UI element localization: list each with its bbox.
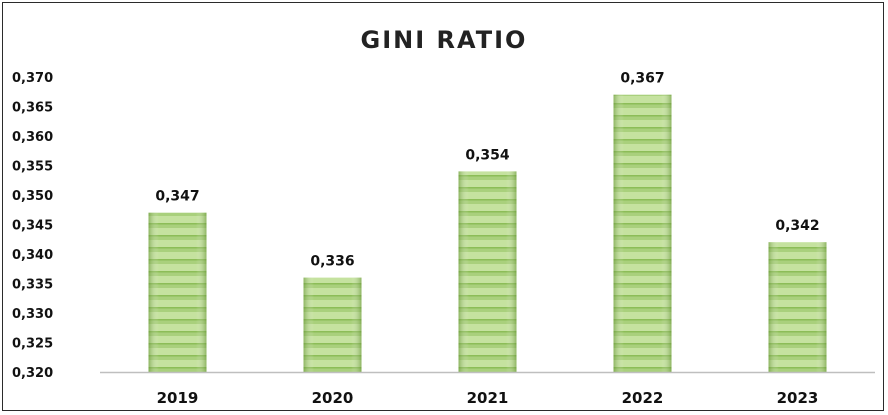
x-tick-label: 2019	[157, 389, 199, 407]
data-label: 0,336	[310, 254, 354, 270]
y-tick-label: 0,355	[12, 160, 53, 175]
bar-2019	[148, 212, 207, 372]
y-tick-label: 0,325	[12, 337, 53, 352]
bar-2022	[613, 94, 672, 372]
chart-title: GINI RATIO	[360, 26, 528, 54]
x-tick-label: 2020	[312, 389, 354, 407]
y-axis-tick-labels: 0,320 0,325 0,330 0,335 0,340 0,345 0,350 0,355…	[12, 71, 53, 381]
bar-shading	[613, 94, 672, 372]
x-tick-label: 2023	[777, 389, 819, 407]
y-tick-label: 0,340	[12, 248, 53, 263]
x-tick-label: 2021	[467, 389, 509, 407]
y-tick-label: 0,330	[12, 307, 53, 322]
y-tick-label: 0,365	[12, 101, 53, 116]
data-label: 0,367	[620, 71, 664, 87]
data-label: 0,354	[465, 147, 510, 163]
y-tick-label: 0,335	[12, 278, 53, 293]
data-label: 0,347	[155, 189, 199, 205]
bar-shading	[768, 242, 827, 372]
bar-shading	[148, 212, 207, 372]
y-tick-label: 0,370	[12, 71, 53, 86]
bar-2023	[768, 242, 827, 372]
y-tick-label: 0,350	[12, 189, 53, 204]
y-tick-label: 0,320	[12, 366, 53, 381]
x-axis-tick-labels: 2019 2020 2021 2022 2023	[157, 389, 819, 407]
bars	[148, 94, 827, 372]
bar-2020	[303, 277, 362, 372]
y-tick-label: 0,360	[12, 130, 53, 145]
bar-2021	[458, 171, 517, 372]
bar-shading	[458, 171, 517, 372]
x-tick-label: 2022	[622, 389, 664, 407]
bar-shading	[303, 277, 362, 372]
data-labels: 0,347 0,336 0,354 0,367 0,342	[155, 71, 819, 270]
data-label: 0,342	[775, 218, 819, 234]
y-tick-label: 0,345	[12, 219, 53, 234]
